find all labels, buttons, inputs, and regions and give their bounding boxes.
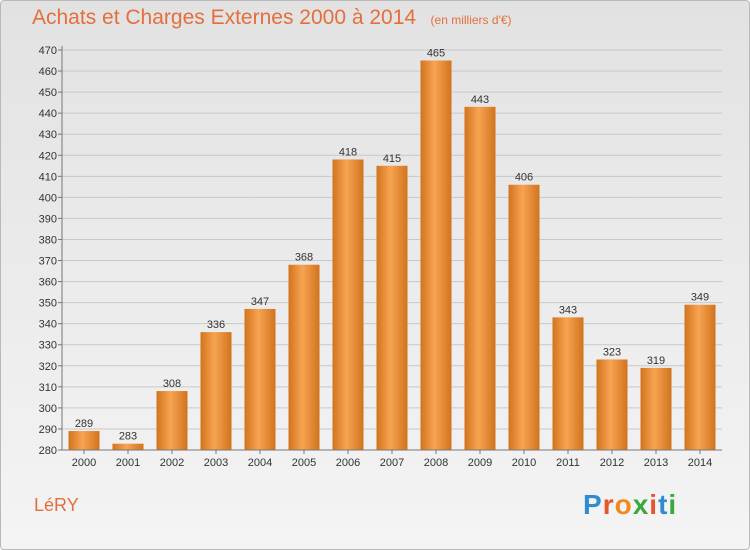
bar-2010	[508, 184, 540, 450]
y-tick-label: 410	[39, 171, 57, 183]
value-label-2001: 283	[119, 431, 137, 443]
y-tick-label: 470	[39, 45, 57, 57]
bar-2006	[332, 159, 364, 450]
value-label-2008: 465	[427, 48, 445, 60]
x-tick-label-2002: 2002	[160, 457, 184, 469]
bar-2003	[200, 332, 232, 450]
x-tick-label-2004: 2004	[248, 457, 272, 469]
bar-2000	[68, 431, 100, 450]
x-tick-label-2003: 2003	[204, 457, 228, 469]
y-tick-label: 450	[39, 87, 57, 99]
x-tick-label-2000: 2000	[72, 457, 96, 469]
value-label-2010: 406	[515, 172, 533, 184]
y-tick-label: 390	[39, 213, 57, 225]
value-label-2014: 349	[691, 292, 709, 304]
bar-2005	[288, 264, 320, 450]
proxiti-logo: Proxiti	[583, 489, 678, 520]
chart-subtitle: (en milliers d'€)	[430, 13, 512, 27]
axes	[58, 46, 722, 454]
x-tick-label-2013: 2013	[644, 457, 668, 469]
y-tick-label: 280	[39, 445, 57, 457]
y-tick-label: 430	[39, 129, 57, 141]
value-label-2003: 336	[207, 319, 225, 331]
x-tick-label-2006: 2006	[336, 457, 360, 469]
x-tick-label-2010: 2010	[512, 457, 536, 469]
y-tick-label: 350	[39, 298, 57, 310]
value-label-2012: 323	[603, 346, 621, 358]
x-tick-label-2005: 2005	[292, 457, 316, 469]
commune-name: LéRY	[34, 495, 79, 515]
y-tick-label: 320	[39, 361, 57, 373]
bar-2009	[464, 106, 496, 450]
y-tick-label: 360	[39, 277, 57, 289]
y-tick-label: 370	[39, 256, 57, 268]
bar-2001	[112, 443, 144, 450]
x-tick-label-2009: 2009	[468, 457, 492, 469]
title-block: Achats et Charges Externes 2000 à 2014 (…	[32, 6, 512, 30]
value-label-2005: 368	[295, 252, 313, 264]
y-tick-label: 290	[39, 424, 57, 436]
value-label-2006: 418	[339, 146, 357, 158]
bar-2002	[156, 391, 188, 450]
value-label-2007: 415	[383, 153, 401, 165]
value-label-2004: 347	[251, 296, 269, 308]
x-tick-label-2008: 2008	[424, 457, 448, 469]
value-label-2000: 289	[75, 418, 93, 430]
value-label-2013: 319	[647, 355, 665, 367]
bars	[68, 60, 716, 451]
x-tick-label-2014: 2014	[688, 457, 712, 469]
x-tick-label-2011: 2011	[556, 457, 580, 469]
y-tick-label: 300	[39, 403, 57, 415]
bar-2014	[684, 304, 716, 450]
labels: 280 290 300 310 320 330 340 350 360 370 380 390 400 4…	[39, 45, 713, 469]
x-tick-label-2001: 2001	[116, 457, 140, 469]
x-tick-label-2007: 2007	[380, 457, 404, 469]
y-tick-label: 420	[39, 150, 57, 162]
value-label-2011: 343	[559, 304, 577, 316]
bar-2008	[420, 60, 452, 451]
value-label-2009: 443	[471, 94, 489, 106]
chart-title: Achats et Charges Externes 2000 à 2014	[32, 6, 417, 29]
bar-2007	[376, 165, 408, 450]
bar-2013	[640, 367, 672, 450]
y-tick-label: 340	[39, 319, 57, 331]
bar-2011	[552, 317, 584, 450]
y-tick-label: 380	[39, 234, 57, 246]
bar-2012	[596, 359, 628, 450]
y-tick-label: 330	[39, 340, 57, 352]
y-tick-label: 310	[39, 382, 57, 394]
bar-2004	[244, 308, 276, 450]
y-tick-label: 440	[39, 108, 57, 120]
x-tick-label-2012: 2012	[600, 457, 624, 469]
y-tick-label: 460	[39, 66, 57, 78]
value-label-2002: 308	[163, 378, 181, 390]
y-tick-label: 400	[39, 192, 57, 204]
